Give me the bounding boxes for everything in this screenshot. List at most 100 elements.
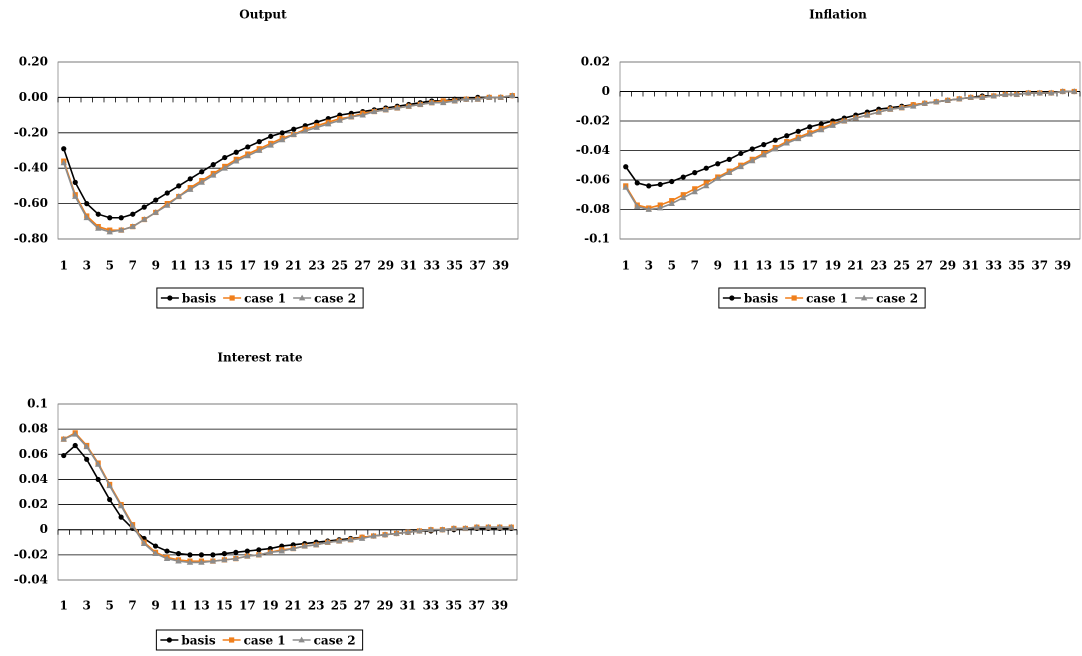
- point: [669, 178, 675, 185]
- point: [1002, 91, 1009, 97]
- point: [187, 552, 193, 558]
- point: [164, 548, 170, 554]
- point: [404, 528, 412, 535]
- point: [795, 135, 802, 142]
- point: [95, 224, 102, 231]
- y-tick-label: -0.04: [14, 573, 48, 587]
- legend-box: [718, 287, 926, 309]
- legend-marker: [167, 295, 173, 301]
- x-tick-label: 3: [83, 259, 91, 273]
- x-tick-label: 27: [354, 599, 371, 613]
- point: [198, 552, 205, 558]
- x-tick-label: 35: [446, 599, 463, 613]
- point: [440, 99, 447, 106]
- x-tick-label: 11: [170, 259, 187, 273]
- point: [117, 502, 125, 509]
- point: [107, 215, 113, 221]
- y-tick-label: 0: [40, 522, 48, 536]
- point: [335, 537, 343, 544]
- point: [187, 176, 193, 182]
- point: [761, 142, 767, 148]
- point: [129, 223, 136, 230]
- x-tick-label: 7: [128, 599, 136, 613]
- point: [358, 535, 366, 541]
- point: [944, 96, 951, 103]
- point: [83, 443, 90, 450]
- x-tick-label: 25: [331, 259, 348, 273]
- point: [221, 551, 227, 557]
- series-line: [625, 90, 1075, 211]
- y-tick-label: 0.02: [19, 497, 48, 511]
- x-tick-label: 33: [423, 259, 440, 273]
- point: [668, 200, 675, 206]
- legend-label: case 1: [806, 292, 848, 306]
- y-tick-label: 0.00: [19, 90, 48, 104]
- y-tick-label: -0.02: [576, 114, 610, 128]
- x-tick-label: 29: [377, 599, 394, 613]
- x-tick-label: 1: [60, 259, 68, 273]
- point: [244, 548, 250, 554]
- x-tick-label: 9: [714, 259, 722, 273]
- point: [198, 178, 205, 185]
- point: [152, 550, 159, 556]
- point: [783, 139, 790, 146]
- point: [233, 149, 239, 155]
- x-tick-label: 29: [939, 259, 956, 273]
- point: [256, 139, 262, 145]
- series-line: [63, 444, 512, 556]
- point: [106, 228, 113, 235]
- x-tick-label: 1: [60, 599, 68, 613]
- point: [140, 540, 148, 546]
- point: [818, 126, 825, 133]
- point: [1025, 89, 1032, 96]
- point: [680, 194, 687, 201]
- x-tick-label: 33: [423, 599, 440, 613]
- point: [83, 214, 90, 221]
- x-tick-label: 35: [1008, 259, 1025, 273]
- legend-label: case 1: [244, 292, 286, 306]
- x-tick-label: 19: [262, 599, 279, 613]
- x-tick-label: 11: [170, 599, 187, 613]
- legend-marker: [298, 636, 305, 643]
- point: [61, 452, 67, 459]
- x-tick-label: 17: [801, 259, 818, 273]
- point: [807, 124, 813, 130]
- x-tick-label: 3: [83, 599, 91, 613]
- x-tick-label: 13: [193, 259, 210, 273]
- chart-title: Interest rate: [217, 351, 303, 365]
- point: [72, 442, 78, 449]
- point: [417, 101, 424, 107]
- point: [634, 180, 640, 186]
- legend-marker: [166, 637, 172, 643]
- point: [1048, 89, 1055, 96]
- point: [199, 169, 205, 175]
- point: [129, 522, 136, 529]
- point: [291, 126, 297, 132]
- point: [336, 117, 343, 123]
- plot-frame: [57, 61, 519, 240]
- point: [61, 146, 67, 152]
- plot-frame: [619, 61, 1081, 240]
- point: [312, 541, 320, 548]
- x-tick-label: 1: [622, 259, 630, 273]
- point: [60, 159, 67, 166]
- point: [175, 193, 182, 199]
- chart-title: Inflation: [809, 8, 867, 22]
- y-tick-label: -0.08: [576, 202, 610, 216]
- point: [784, 133, 790, 139]
- point: [394, 104, 401, 111]
- point: [163, 555, 171, 562]
- point: [95, 211, 101, 217]
- legend-label: basis: [182, 292, 216, 306]
- legend-marker: [860, 294, 868, 301]
- point: [164, 190, 170, 196]
- legend: basis case 1 case 2: [718, 287, 926, 309]
- point: [381, 531, 389, 538]
- y-tick-label: -0.1: [584, 232, 610, 246]
- point: [623, 164, 629, 170]
- point: [210, 171, 217, 178]
- x-tick-label: 7: [129, 259, 137, 273]
- point: [979, 94, 986, 100]
- legend-label: basis: [744, 292, 778, 306]
